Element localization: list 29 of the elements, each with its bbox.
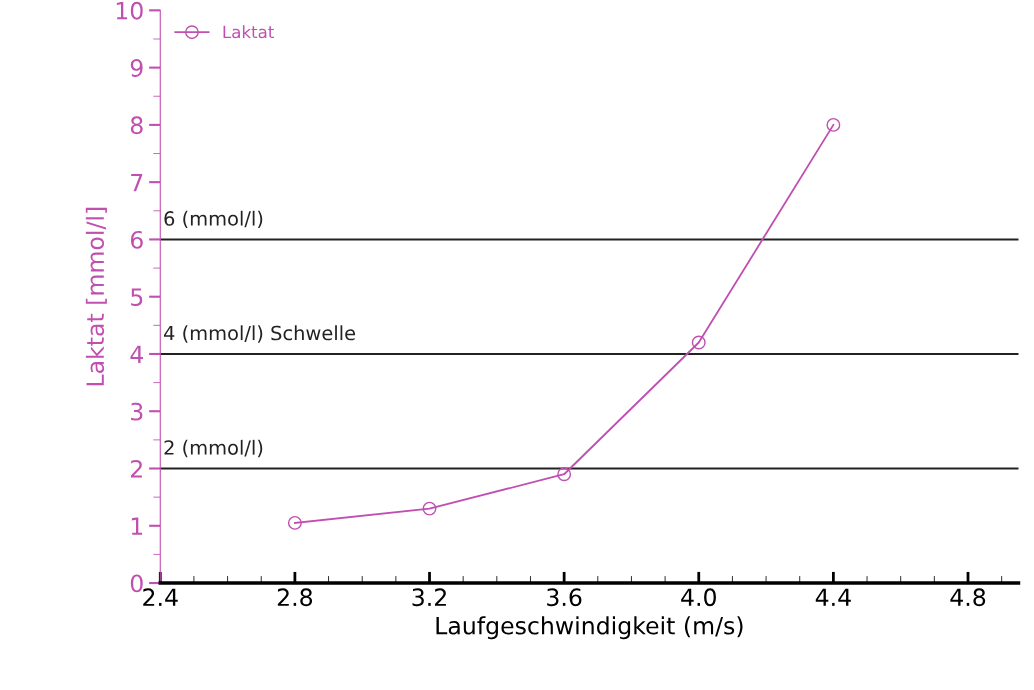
y-axis-title: Laktat [mmol/l] (85, 207, 107, 386)
y-tick-label: 3 (131, 402, 143, 421)
ref-line-label: 4 (mmol/l) Schwelle (164, 325, 356, 343)
ref-line-label: 6 (mmol/l) (164, 210, 263, 229)
y-tick-label: 4 (130, 345, 143, 363)
x-tick-label: 3.6 (547, 588, 582, 607)
x-tick-label: 3.2 (412, 588, 446, 607)
point (557, 467, 572, 482)
x-tick-label: 2.4 (143, 588, 178, 606)
y-tick-label: 5 (131, 288, 143, 307)
y-tick-label: 2 (131, 459, 142, 478)
legend-label: Laktat (223, 25, 274, 39)
y-tick-label: 9 (130, 59, 143, 77)
x-axis-title: Laufgeschwindigkeit (m/s) (436, 616, 743, 640)
x-tick-label: 4.0 (681, 588, 716, 607)
x-tick-label: 4.8 (950, 588, 986, 607)
y-tick-label: 1 (131, 517, 143, 535)
x-tick-label: 4.4 (815, 588, 851, 606)
y-tick-label: 10 (116, 1, 143, 20)
point (422, 501, 437, 516)
y-tick-label: 7 (131, 173, 143, 192)
x-tick-label: 2.8 (277, 588, 313, 607)
y-tick-label: 0 (130, 574, 143, 593)
y-tick-label: 8 (130, 116, 143, 135)
point (691, 335, 706, 350)
y-tick-label: 6 (130, 230, 143, 249)
point (826, 117, 841, 132)
ref-line-label: 2 (mmol/l) (164, 439, 263, 458)
point (287, 515, 302, 530)
